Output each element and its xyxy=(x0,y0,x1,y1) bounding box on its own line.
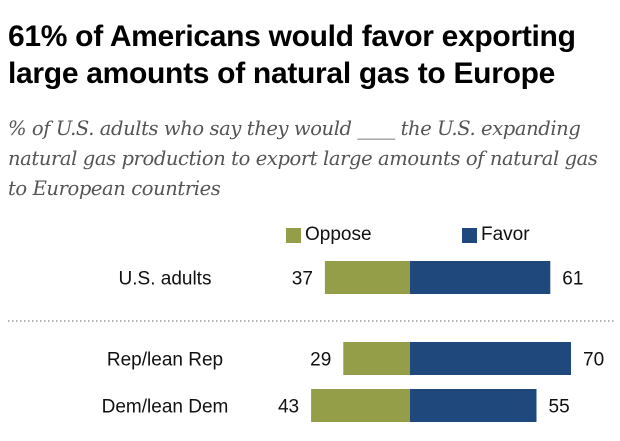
category-label: Dem/lean Dem xyxy=(102,397,229,418)
legend-oppose: Oppose xyxy=(286,224,372,246)
bar-favor xyxy=(410,389,537,422)
data-label-favor: 61 xyxy=(562,269,583,290)
legend-swatch-favor xyxy=(462,227,477,243)
data-label-favor: 55 xyxy=(549,397,570,418)
legend-swatch-oppose xyxy=(286,227,301,243)
data-label-oppose: 37 xyxy=(292,269,313,290)
bar-oppose xyxy=(311,389,410,422)
data-label-favor: 70 xyxy=(583,350,604,371)
chart-subtitle: % of U.S. adults who say they would ____… xyxy=(8,117,598,200)
legend-label-favor: Favor xyxy=(481,224,530,245)
legend-label-oppose: Oppose xyxy=(305,224,372,245)
category-label: Rep/lean Rep xyxy=(107,350,223,371)
data-label-oppose: 43 xyxy=(278,397,299,418)
chart-title: 61% of Americans would favor exporting l… xyxy=(8,20,576,90)
bar-favor xyxy=(410,261,551,294)
bar-favor xyxy=(410,342,571,375)
bar-oppose xyxy=(343,342,410,375)
bar-oppose xyxy=(324,261,410,294)
data-label-oppose: 29 xyxy=(310,350,331,371)
category-label: U.S. adults xyxy=(119,269,212,290)
legend-favor: Favor xyxy=(462,224,530,246)
